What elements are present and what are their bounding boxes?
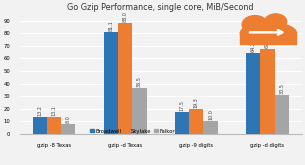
Bar <box>132 88 146 134</box>
Bar <box>104 32 118 134</box>
Bar <box>61 124 75 134</box>
Text: 13.1: 13.1 <box>52 105 56 116</box>
FancyBboxPatch shape <box>240 32 296 44</box>
Ellipse shape <box>240 22 296 44</box>
Bar <box>118 23 132 134</box>
Text: 17.5: 17.5 <box>180 100 185 111</box>
Text: 13.2: 13.2 <box>37 105 42 116</box>
Bar <box>203 121 218 134</box>
Text: 81.1: 81.1 <box>109 20 113 31</box>
Title: Go Gzip Performance, single core, MiB/Second: Go Gzip Performance, single core, MiB/Se… <box>67 3 254 13</box>
Bar <box>189 109 203 134</box>
Bar <box>47 117 61 134</box>
Text: 10.0: 10.0 <box>208 109 213 120</box>
Text: 64.2: 64.2 <box>251 41 256 52</box>
Ellipse shape <box>265 14 287 29</box>
Bar <box>33 117 47 134</box>
Bar <box>175 112 189 134</box>
Text: 36.5: 36.5 <box>137 76 142 87</box>
Bar <box>260 49 275 134</box>
Text: 19.3: 19.3 <box>194 98 199 108</box>
Ellipse shape <box>242 16 268 34</box>
Legend: Broadwell, Skylake, Falkor: Broadwell, Skylake, Falkor <box>88 127 178 136</box>
Text: 30.5: 30.5 <box>279 83 284 94</box>
Text: 67.5: 67.5 <box>265 37 270 48</box>
Text: 88.0: 88.0 <box>123 12 128 22</box>
Bar <box>246 53 260 134</box>
Text: 8.0: 8.0 <box>66 115 71 123</box>
Bar <box>274 95 289 134</box>
